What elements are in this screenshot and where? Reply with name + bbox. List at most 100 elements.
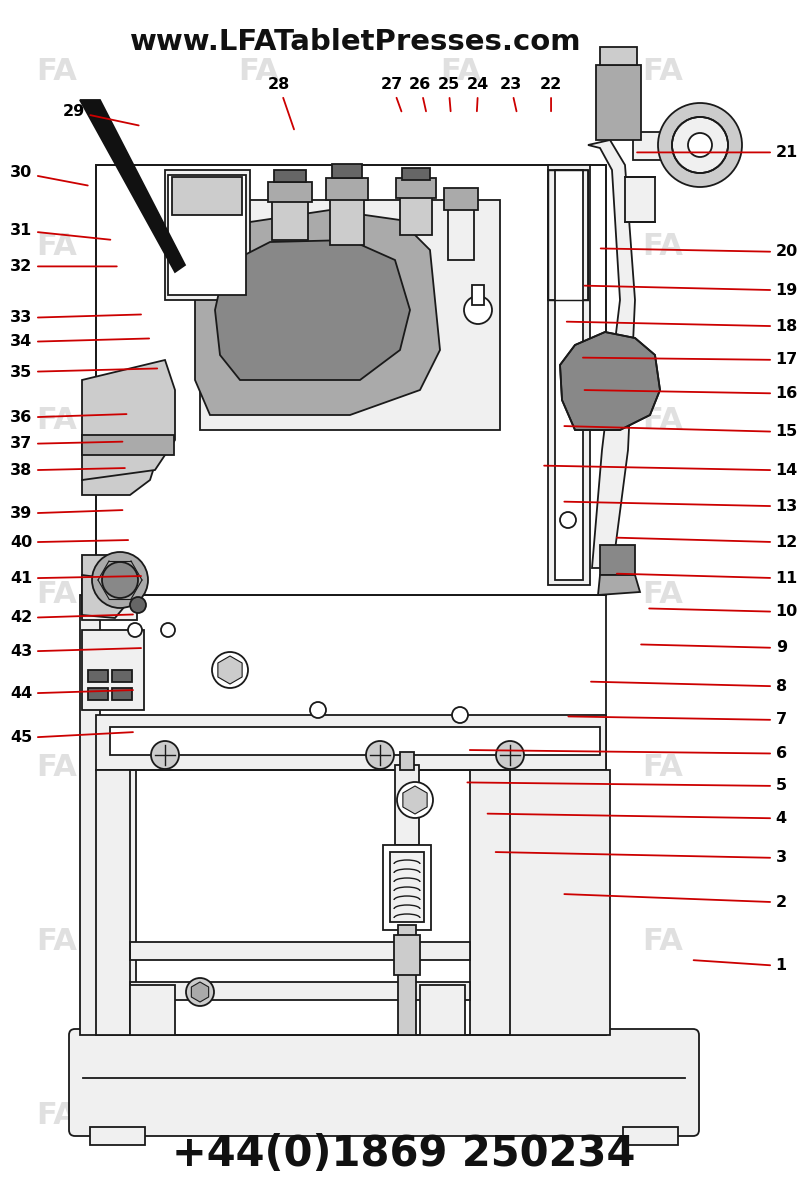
Text: 35: 35: [10, 365, 158, 379]
Text: FA: FA: [238, 58, 279, 86]
Bar: [383, 845, 431, 930]
Polygon shape: [215, 240, 410, 380]
Text: 3: 3: [495, 851, 787, 865]
Text: 12: 12: [617, 535, 798, 550]
Text: 41: 41: [10, 571, 141, 586]
Bar: [623, 1127, 678, 1145]
Bar: [96, 164, 606, 595]
Bar: [88, 670, 108, 682]
Circle shape: [688, 133, 712, 157]
Text: FA: FA: [238, 1102, 279, 1130]
Polygon shape: [80, 100, 185, 272]
Text: FA: FA: [440, 1102, 481, 1130]
Bar: [82, 434, 174, 455]
Text: 27: 27: [381, 77, 403, 112]
Polygon shape: [195, 210, 440, 415]
Bar: [268, 182, 312, 202]
Bar: [330, 190, 364, 245]
Text: 7: 7: [568, 713, 787, 727]
Text: 16: 16: [584, 386, 798, 401]
Text: +44(0)1869 250234: +44(0)1869 250234: [172, 1133, 636, 1176]
Text: FA: FA: [36, 928, 77, 956]
Text: 10: 10: [649, 605, 798, 619]
Text: FA: FA: [642, 754, 683, 782]
Text: FA: FA: [238, 754, 279, 782]
Bar: [274, 170, 306, 182]
Circle shape: [310, 702, 326, 718]
Text: 4: 4: [487, 811, 787, 826]
Text: 21: 21: [637, 145, 798, 160]
Bar: [96, 164, 606, 595]
Bar: [82, 630, 144, 710]
Bar: [390, 852, 424, 922]
Text: FA: FA: [36, 1102, 77, 1130]
Bar: [96, 595, 606, 1034]
Text: 24: 24: [467, 77, 490, 112]
Text: FA: FA: [642, 1102, 683, 1130]
Text: FA: FA: [642, 580, 683, 608]
Text: 8: 8: [591, 679, 787, 694]
Polygon shape: [82, 575, 130, 618]
Text: 6: 6: [469, 746, 787, 761]
Text: 31: 31: [10, 223, 111, 240]
Text: 34: 34: [10, 335, 149, 349]
Circle shape: [102, 562, 138, 598]
Text: 30: 30: [10, 166, 88, 186]
Bar: [402, 168, 430, 180]
Polygon shape: [82, 360, 175, 480]
Bar: [88, 688, 108, 700]
Text: FA: FA: [440, 232, 481, 260]
Text: 42: 42: [10, 611, 133, 625]
Polygon shape: [560, 332, 660, 430]
Text: 9: 9: [641, 641, 787, 655]
Text: FA: FA: [36, 232, 77, 260]
Circle shape: [452, 707, 468, 722]
Bar: [82, 554, 117, 580]
Bar: [600, 545, 635, 575]
Circle shape: [366, 740, 394, 769]
Bar: [444, 188, 478, 210]
Bar: [548, 170, 588, 300]
Polygon shape: [218, 656, 242, 684]
Bar: [332, 164, 362, 178]
Bar: [326, 178, 368, 200]
Text: FA: FA: [238, 928, 279, 956]
Bar: [110, 727, 600, 755]
Circle shape: [658, 103, 742, 187]
Bar: [80, 595, 100, 1034]
Bar: [396, 178, 436, 198]
Text: 32: 32: [10, 259, 117, 274]
Text: 39: 39: [10, 506, 123, 521]
Circle shape: [151, 740, 179, 769]
Circle shape: [161, 623, 175, 637]
Text: FA: FA: [238, 232, 279, 260]
Text: 15: 15: [564, 425, 798, 439]
Text: 13: 13: [564, 499, 798, 514]
Bar: [472, 284, 484, 305]
Text: 17: 17: [583, 353, 798, 367]
Text: 19: 19: [584, 283, 798, 298]
Bar: [395, 766, 419, 845]
Circle shape: [560, 512, 576, 528]
Circle shape: [212, 652, 248, 688]
Text: 37: 37: [10, 437, 123, 451]
Bar: [130, 942, 470, 960]
Bar: [625, 176, 655, 222]
Text: 5: 5: [467, 779, 787, 793]
Text: 23: 23: [499, 77, 522, 112]
Text: 20: 20: [600, 245, 798, 259]
Circle shape: [186, 978, 214, 1006]
Text: FA: FA: [642, 232, 683, 260]
Text: FA: FA: [440, 58, 481, 86]
Circle shape: [672, 116, 728, 173]
Circle shape: [130, 596, 146, 613]
Text: FA: FA: [36, 754, 77, 782]
Bar: [272, 194, 308, 240]
Bar: [633, 132, 698, 160]
Bar: [130, 985, 175, 1034]
Text: 14: 14: [544, 463, 798, 478]
Bar: [165, 170, 250, 300]
Bar: [555, 170, 583, 580]
Bar: [470, 770, 610, 1034]
Text: FA: FA: [642, 58, 683, 86]
